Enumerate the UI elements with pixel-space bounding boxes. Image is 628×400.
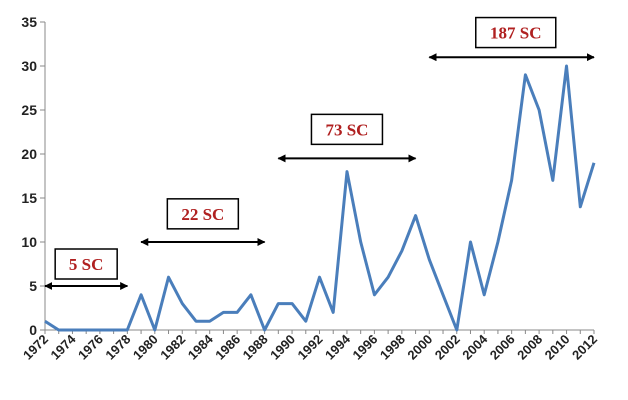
annotation-box (475, 16, 557, 49)
annotation-group: 5 SC (44, 248, 129, 290)
x-axis-ticks: 1972197419761978198019821984198619881990… (20, 330, 600, 363)
annotation-label: 187 SC (490, 24, 541, 43)
x-tick-label: 1976 (75, 332, 106, 363)
y-tick-label: 0 (29, 322, 37, 338)
x-tick-label: 2002 (432, 332, 463, 363)
x-tick-label: 2000 (404, 332, 435, 363)
x-tick-label: 1994 (322, 331, 354, 363)
x-tick-label: 1980 (130, 332, 161, 363)
x-tick-label: 1982 (157, 332, 188, 363)
x-tick-label: 1986 (212, 332, 243, 363)
x-tick-label: 1996 (349, 332, 380, 363)
x-tick-label: 1992 (295, 332, 326, 363)
x-tick-label: 1998 (377, 332, 408, 363)
y-tick-label: 35 (21, 14, 37, 30)
x-tick-label: 1972 (20, 332, 51, 363)
series-line (44, 64, 596, 332)
x-tick-label: 2004 (459, 331, 491, 363)
x-tick-label: 2010 (542, 332, 573, 363)
y-tick-label: 10 (21, 234, 37, 250)
annotation-box (310, 113, 384, 146)
annotation-group: 22 SC (140, 198, 266, 246)
x-tick-label: 2006 (487, 332, 518, 363)
y-tick-label: 30 (21, 58, 37, 74)
annotation-group: 73 SC (277, 113, 417, 163)
annotations-layer: 5 SC 22 SC 73 SC 187 SC (44, 16, 595, 290)
x-tick-label: 2008 (514, 332, 545, 363)
x-tick-label: 1988 (240, 332, 271, 363)
x-tick-label: 2012 (569, 332, 600, 363)
x-tick-label: 1990 (267, 332, 298, 363)
x-tick-label: 1974 (48, 331, 80, 363)
annotation-box (54, 248, 118, 280)
y-axis-ticks: 0 5 10 15 20 25 30 35 (21, 14, 45, 338)
y-tick-label: 20 (21, 146, 37, 162)
y-tick-label: 15 (21, 190, 37, 206)
annotation-box (166, 198, 240, 230)
annotation-label: 22 SC (181, 205, 224, 224)
x-tick-label: 1978 (102, 332, 133, 363)
annotation-label: 73 SC (325, 120, 368, 139)
y-tick-label: 25 (21, 102, 37, 118)
x-tick-label: 1984 (185, 331, 217, 363)
series-layer (44, 64, 596, 332)
annotation-label: 5 SC (69, 255, 103, 274)
annotation-group: 187 SC (428, 16, 595, 62)
y-tick-label: 5 (29, 278, 37, 294)
